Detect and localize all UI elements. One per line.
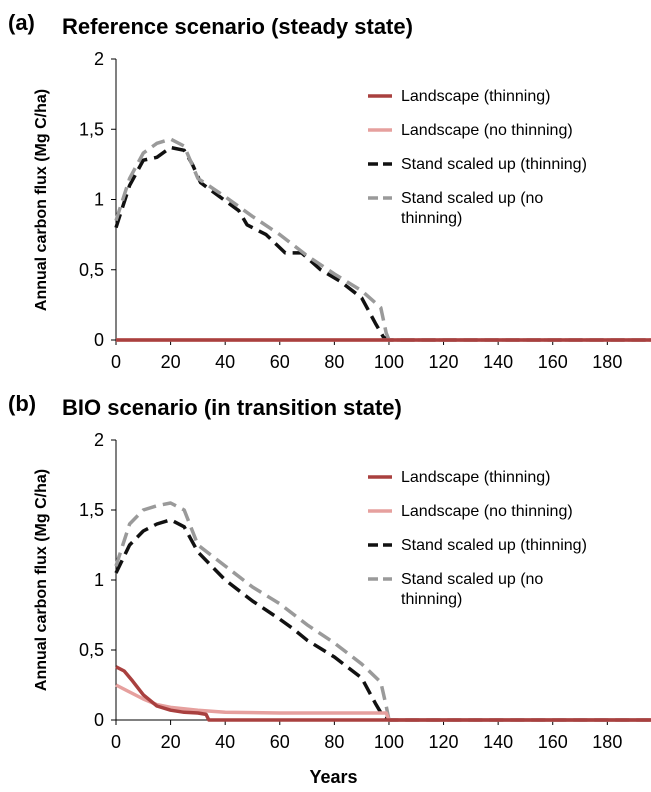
y-tick-label: 0 bbox=[94, 710, 104, 730]
legend-label-2: Landscape (no thinning) bbox=[401, 503, 573, 520]
series-line-1 bbox=[115, 665, 651, 722]
legend-label-line: Stand scaled up (no bbox=[401, 571, 543, 588]
x-tick-label: 0 bbox=[111, 732, 121, 752]
chart-title: BIO scenario (in transition state) bbox=[62, 395, 402, 420]
chart-panel-a: (a) Reference scenario (steady state) Annu… bbox=[8, 10, 651, 372]
x-tick-label: 60 bbox=[270, 732, 290, 752]
legend-label-3: Stand scaled up (thinning) bbox=[401, 537, 587, 554]
panel-label: (a) bbox=[8, 10, 35, 35]
x-tick-label: 120 bbox=[429, 352, 459, 372]
x-tick-label: 40 bbox=[215, 352, 235, 372]
x-tick-label: 180 bbox=[592, 352, 622, 372]
series-line-2 bbox=[115, 683, 651, 722]
legend-label-line: thinning) bbox=[401, 591, 462, 608]
series-line-3 bbox=[114, 518, 651, 722]
chart-panel-b: (b) BIO scenario (in transition state) Ann… bbox=[8, 391, 651, 787]
panel-label: (b) bbox=[8, 391, 36, 416]
x-tick-label: 20 bbox=[161, 352, 181, 372]
y-tick-label: 1,5 bbox=[79, 119, 104, 139]
y-axis-label: Annual carbon flux (Mg C/ha) bbox=[33, 469, 50, 691]
x-tick-label: 60 bbox=[270, 352, 290, 372]
x-tick-label: 20 bbox=[161, 732, 181, 752]
legend-label-2: Landscape (no thinning) bbox=[401, 122, 573, 139]
legend-label-3: Stand scaled up (thinning) bbox=[401, 156, 587, 173]
y-tick-label: 2 bbox=[94, 430, 104, 450]
series-line-4 bbox=[114, 137, 651, 342]
x-tick-label: 0 bbox=[111, 352, 121, 372]
legend-label-line: thinning) bbox=[401, 210, 462, 227]
legend-label-line: Stand scaled up (no bbox=[401, 190, 543, 207]
series-line-3 bbox=[114, 145, 651, 342]
x-tick-label: 140 bbox=[483, 352, 513, 372]
x-tick-label: 180 bbox=[592, 732, 622, 752]
x-axis-label: Years bbox=[309, 767, 357, 787]
x-tick-label: 80 bbox=[324, 352, 344, 372]
y-tick-label: 1 bbox=[94, 570, 104, 590]
y-tick-label: 2 bbox=[94, 49, 104, 69]
x-tick-label: 120 bbox=[429, 732, 459, 752]
legend-label-1: Landscape (thinning) bbox=[401, 469, 550, 486]
y-tick-label: 0 bbox=[94, 330, 104, 350]
y-tick-label: 1,5 bbox=[79, 500, 104, 520]
y-tick-label: 1 bbox=[94, 190, 104, 210]
chart-title: Reference scenario (steady state) bbox=[62, 14, 413, 39]
y-tick-label: 0,5 bbox=[79, 640, 104, 660]
x-tick-label: 100 bbox=[374, 732, 404, 752]
x-tick-label: 160 bbox=[538, 732, 568, 752]
x-tick-label: 140 bbox=[483, 732, 513, 752]
x-tick-label: 40 bbox=[215, 732, 235, 752]
legend-label-4: Stand scaled up (no thinning) bbox=[401, 571, 543, 608]
series-line-4 bbox=[114, 501, 651, 722]
legend-label-1: Landscape (thinning) bbox=[401, 88, 550, 105]
y-tick-label: 0,5 bbox=[79, 260, 104, 280]
legend-label-4: Stand scaled up (no thinning) bbox=[401, 190, 543, 227]
x-tick-label: 160 bbox=[538, 352, 568, 372]
x-tick-label: 100 bbox=[374, 352, 404, 372]
y-axis-label: Annual carbon flux (Mg C/ha) bbox=[33, 89, 50, 311]
x-tick-label: 80 bbox=[324, 732, 344, 752]
